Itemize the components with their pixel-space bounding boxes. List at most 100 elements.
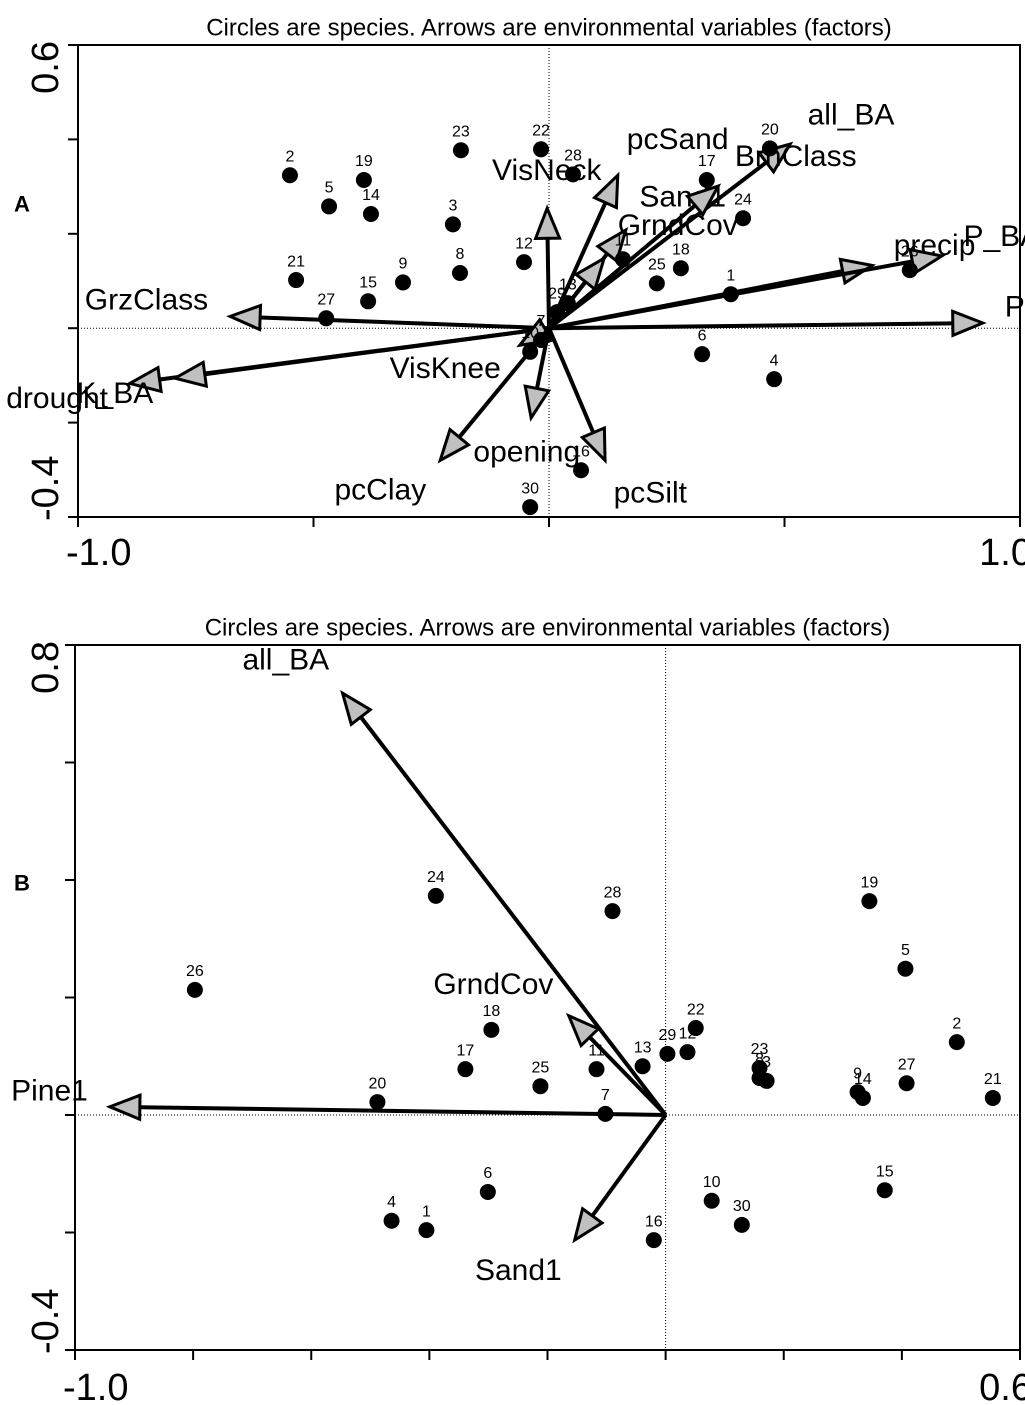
species-point xyxy=(186,981,203,998)
species-point xyxy=(522,343,539,360)
point-label: 20 xyxy=(761,122,779,139)
point-label: 26 xyxy=(186,963,204,980)
arrow-head xyxy=(565,1012,601,1049)
species-point xyxy=(703,1192,720,1209)
species-point xyxy=(722,286,739,303)
arrow-head xyxy=(340,689,373,727)
arrow-head xyxy=(171,359,209,389)
species-point xyxy=(901,262,918,279)
point-label: 7 xyxy=(537,313,546,330)
arrow-shaft xyxy=(548,321,953,331)
species-point xyxy=(522,499,539,516)
arrow-label: Pine1 xyxy=(11,1074,88,1107)
species-point xyxy=(355,171,372,188)
species-point xyxy=(318,310,335,327)
arrow-shaft xyxy=(139,1105,666,1117)
point-label: 13 xyxy=(634,1039,652,1056)
species-point xyxy=(597,1105,614,1122)
y-tick-label: -0.4 xyxy=(25,1289,67,1354)
point-label: 2 xyxy=(952,1015,961,1032)
y-tick-label: -0.4 xyxy=(25,456,67,521)
point-label: 15 xyxy=(359,275,377,292)
point-label: 29 xyxy=(548,285,566,302)
point-label: 19 xyxy=(355,153,373,170)
point-label: 5 xyxy=(325,180,334,197)
arrow-label: Sand1 xyxy=(475,1254,562,1287)
arrow-shaft xyxy=(260,315,550,331)
point-label: 27 xyxy=(898,1056,916,1073)
arrow-label: P_BA xyxy=(963,220,1025,253)
point-label: 19 xyxy=(860,874,878,891)
arrow-shaft xyxy=(588,1035,668,1117)
arrow-shaft xyxy=(590,1113,668,1218)
point-label: 30 xyxy=(733,1198,751,1215)
species-point xyxy=(549,304,566,321)
arrow-head xyxy=(533,204,562,241)
species-point xyxy=(735,210,752,227)
species-point xyxy=(588,1061,605,1078)
point-label: 1 xyxy=(422,1203,431,1220)
chart-title: Circles are species. Arrows are environm… xyxy=(205,614,891,641)
point-label: 9 xyxy=(853,1065,862,1082)
point-label: 30 xyxy=(521,480,539,497)
species-point xyxy=(418,1222,435,1239)
arrow-head xyxy=(437,427,472,464)
arrow-head xyxy=(591,171,620,210)
arrow-head xyxy=(523,384,552,422)
point-label: 25 xyxy=(532,1059,550,1076)
species-point xyxy=(559,295,576,312)
point-label: 18 xyxy=(672,241,690,258)
arrow-label: VisNeck xyxy=(492,154,602,187)
arrow-head xyxy=(908,247,946,276)
arrow-label: GrzClass xyxy=(85,284,208,317)
point-label: 11 xyxy=(615,233,632,250)
arrow-label: drought xyxy=(6,382,108,415)
species-point xyxy=(698,171,715,188)
species-point xyxy=(452,142,469,159)
species-point xyxy=(634,1058,651,1075)
species-point xyxy=(479,1183,496,1200)
arrow-head xyxy=(572,1206,605,1244)
arrow-label: pcSand xyxy=(627,123,729,156)
species-point xyxy=(679,1044,696,1061)
arrow-shaft xyxy=(547,160,768,330)
arrow-label: GrndCov xyxy=(433,968,553,1001)
point-label: 20 xyxy=(369,1075,387,1092)
point-label: 1 xyxy=(726,267,735,284)
x-tick-label: 1.0 xyxy=(979,532,1025,574)
arrow-label: VisKnee xyxy=(390,352,501,385)
arrow-label: K_BA xyxy=(77,377,154,410)
arrow-label: all_BA xyxy=(808,99,895,132)
species-point xyxy=(694,346,711,363)
species-point xyxy=(369,1094,386,1111)
species-point xyxy=(672,260,689,277)
point-label: 26 xyxy=(901,243,919,260)
point-label: 3 xyxy=(448,198,457,215)
species-point xyxy=(451,264,468,281)
arrow-label: GrndCov xyxy=(618,209,738,242)
chart-title: Circles are species. Arrows are environm… xyxy=(206,14,892,41)
species-point xyxy=(766,371,783,388)
y-tick-label: 0.8 xyxy=(25,641,67,694)
point-label: 8 xyxy=(456,246,465,263)
species-point xyxy=(733,1216,750,1233)
point-label: 17 xyxy=(698,153,716,170)
arrow-label: pcSilt xyxy=(614,477,688,510)
species-point xyxy=(573,462,590,479)
point-label: 28 xyxy=(604,884,622,901)
panel-label: A xyxy=(14,191,30,216)
species-point xyxy=(751,1060,768,1076)
arrow-label: opening xyxy=(473,435,580,468)
arrow-label: BrnClass xyxy=(735,140,857,173)
species-point xyxy=(876,1182,893,1199)
species-point xyxy=(659,1045,676,1062)
y-tick-label: 0.6 xyxy=(25,41,67,94)
arrow-head xyxy=(573,255,607,292)
species-point xyxy=(321,198,338,215)
x-tick-label: 0.6 xyxy=(979,1367,1025,1405)
point-label: 29 xyxy=(658,1027,676,1044)
point-label: 2 xyxy=(285,148,294,165)
point-label: 15 xyxy=(876,1163,894,1180)
point-label: 17 xyxy=(457,1042,475,1059)
species-point xyxy=(854,1089,871,1106)
